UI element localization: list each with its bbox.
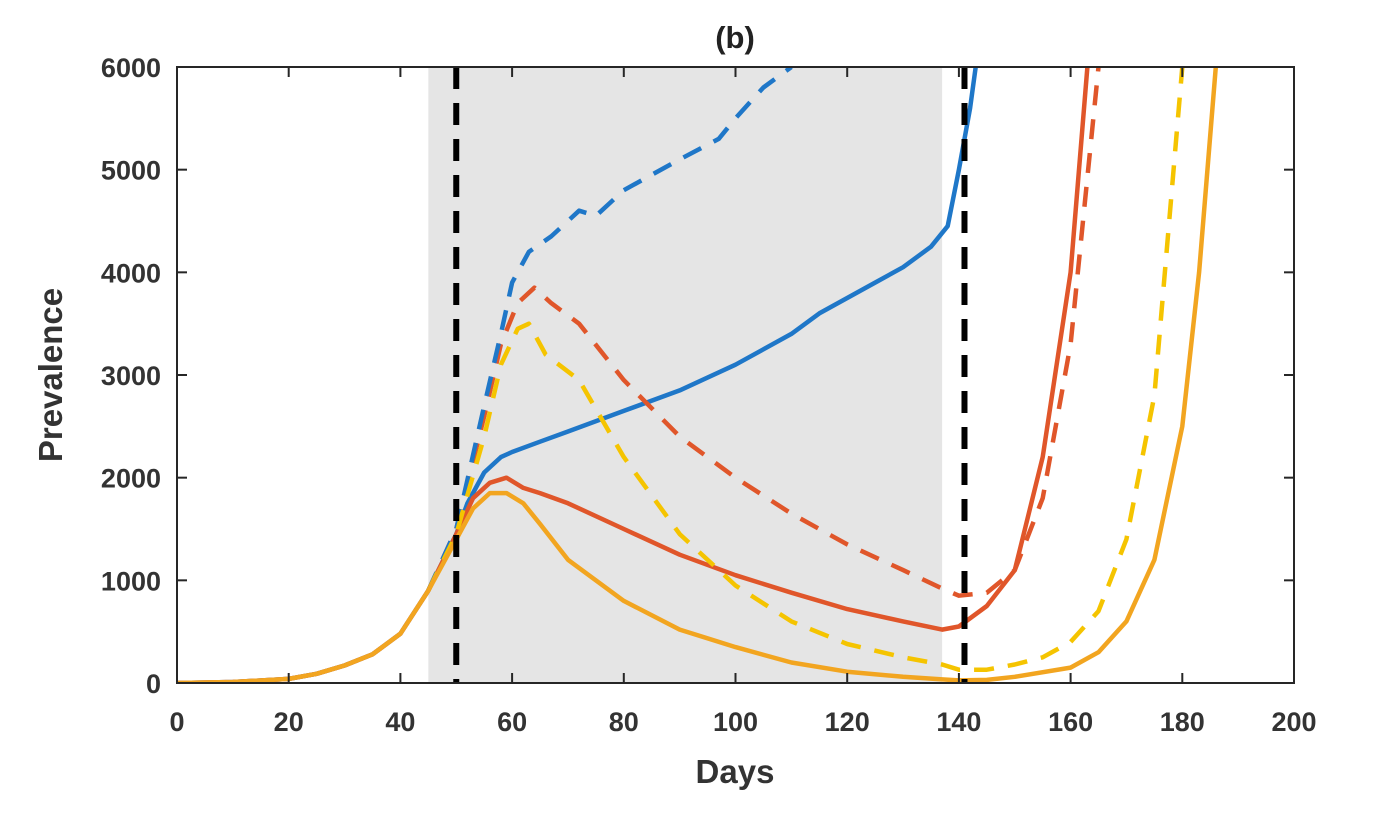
x-tick-label: 180 [1160,707,1205,737]
y-tick-label: 6000 [101,53,161,83]
series-line-3-dashed [426,67,1101,598]
shaded-region [428,67,943,683]
x-tick-label: 0 [169,707,184,737]
x-tick-label: 200 [1271,707,1316,737]
y-tick-label: 3000 [101,361,161,391]
y-tick-label: 5000 [101,156,161,186]
y-tick-label: 2000 [101,464,161,494]
series-line-4-dashed [426,67,793,592]
y-tick-label: 4000 [101,258,161,288]
x-tick-label: 60 [497,707,527,737]
x-tick-label: 40 [385,707,415,737]
y-axis-label: Prevalence [32,288,69,462]
y-tick-label: 0 [146,669,161,699]
x-tick-label: 100 [713,707,758,737]
y-tick-label: 1000 [101,566,161,596]
series-line-5-dashed [426,67,1185,672]
x-tick-label: 120 [825,707,870,737]
x-tick-label: 80 [609,707,639,737]
x-tick-label: 160 [1048,707,1093,737]
series-line-6-solid [177,67,1219,683]
x-tick-label: 140 [936,707,981,737]
chart-title: (b) [715,20,755,55]
x-axis-label: Days [696,753,775,790]
x-tick-label: 20 [274,707,304,737]
